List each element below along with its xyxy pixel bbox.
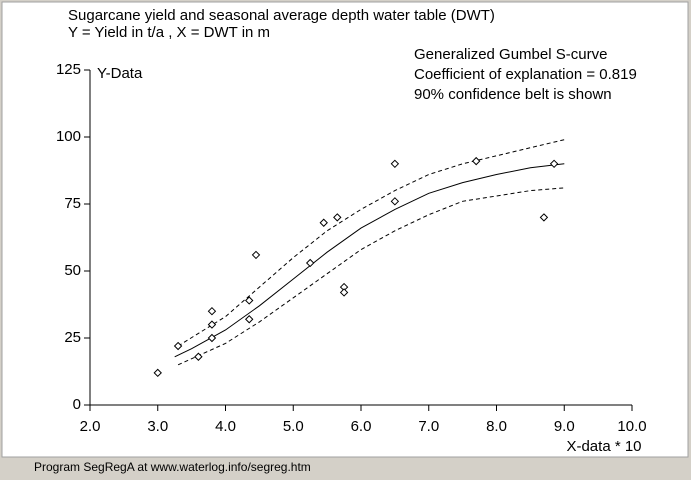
annotation: Generalized Gumbel S-curve — [414, 46, 607, 63]
data-point — [207, 320, 217, 329]
fit-line — [177, 139, 565, 347]
y-tick-label: 50 — [64, 262, 81, 279]
annotation: Coefficient of explanation = 0.819 — [414, 66, 637, 83]
y-tick-label: 0 — [73, 396, 81, 413]
data-point — [173, 341, 183, 351]
data-point — [539, 213, 549, 222]
x-tick-label: 6.0 — [351, 418, 372, 435]
data-point — [339, 288, 349, 297]
chart-subtitle: Y = Yield in t/a , X = DWT in m — [68, 24, 270, 41]
fit-line — [177, 187, 565, 366]
data-point — [207, 333, 217, 343]
x-tick-label: 8.0 — [486, 418, 507, 435]
data-point — [390, 159, 400, 169]
data-point — [333, 213, 342, 222]
y-tick-label: 100 — [56, 128, 81, 145]
x-tick-label: 3.0 — [147, 418, 168, 435]
y-tick-label: 75 — [64, 195, 81, 212]
x-tick-label: 9.0 — [554, 418, 575, 435]
data-point — [207, 306, 217, 316]
data-point — [305, 258, 315, 268]
chart-title: Sugarcane yield and seasonal average dep… — [68, 7, 495, 24]
plot-background — [1, 1, 689, 458]
y-axis-label: Y-Data — [97, 65, 143, 82]
data-point — [251, 250, 261, 260]
data-point — [194, 352, 203, 361]
x-tick-label: 5.0 — [283, 418, 304, 435]
footer: Program SegRegA at www.waterlog.info/seg… — [34, 460, 311, 474]
data-point — [245, 296, 254, 305]
x-tick-label: 7.0 — [418, 418, 439, 435]
x-tick-label: 10.0 — [617, 418, 646, 435]
x-axis-label: X-data * 10 — [566, 438, 641, 455]
data-point — [471, 156, 481, 166]
data-point — [245, 315, 254, 324]
data-point — [390, 197, 400, 206]
data-point — [549, 159, 559, 169]
y-tick-label: 25 — [64, 329, 81, 346]
y-tick-label: 125 — [56, 61, 81, 78]
data-point — [153, 368, 162, 378]
annotation: 90% confidence belt is shown — [414, 86, 612, 103]
fit-line — [174, 163, 565, 358]
data-point — [319, 218, 328, 227]
x-tick-label: 2.0 — [80, 418, 101, 435]
x-tick-label: 4.0 — [215, 418, 236, 435]
